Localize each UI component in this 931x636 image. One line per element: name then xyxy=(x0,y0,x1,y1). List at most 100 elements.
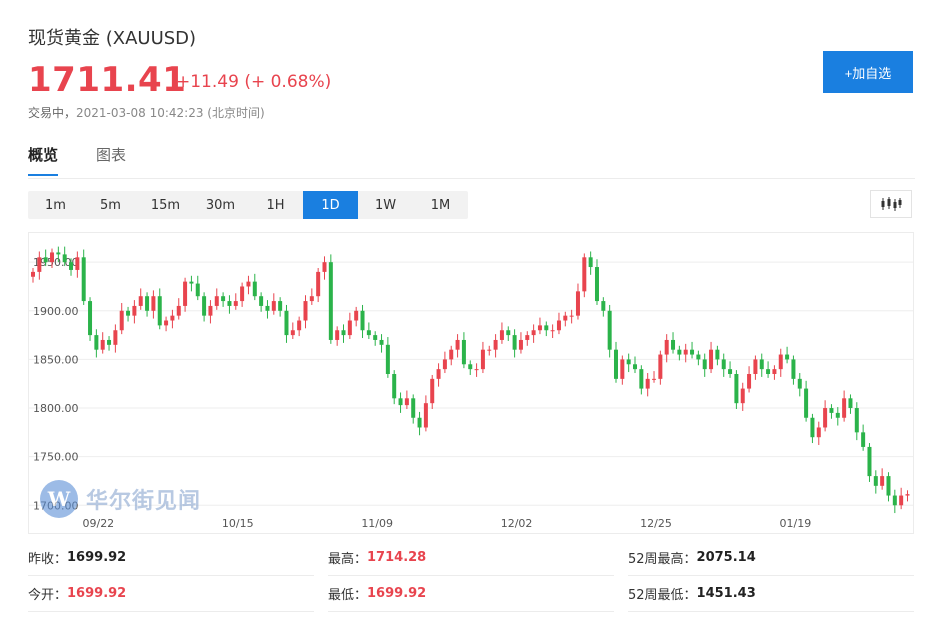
candle-body xyxy=(411,398,416,418)
period-1mo[interactable]: 1M xyxy=(430,197,451,213)
add-to-watchlist-button[interactable]: +加自选 xyxy=(823,51,913,93)
candle-body xyxy=(56,252,61,255)
candle-body xyxy=(221,296,226,302)
candle-body xyxy=(620,359,625,379)
candle-body xyxy=(468,364,473,370)
candle-body xyxy=(202,296,207,316)
candle-body xyxy=(81,257,86,302)
candle-body xyxy=(373,335,378,340)
candle-body xyxy=(816,427,821,438)
candle-body xyxy=(613,349,618,379)
period-15m[interactable]: 15m xyxy=(150,197,181,213)
candle-body xyxy=(423,403,428,428)
candle-body xyxy=(601,301,606,311)
period-1m[interactable]: 1m xyxy=(45,197,66,213)
candle-body xyxy=(664,339,669,355)
tab-bar: 概览 图表 xyxy=(28,144,126,176)
candle-body xyxy=(189,281,194,284)
candle-body xyxy=(759,359,764,370)
candlestick-chart: 1700.001750.001800.001850.001900.001950.… xyxy=(29,246,913,530)
candle-body xyxy=(721,359,726,370)
x-tick-label: 10/15 xyxy=(222,517,254,530)
candle-body xyxy=(88,301,93,336)
candle-body xyxy=(861,432,866,447)
candle-body xyxy=(696,354,701,360)
candle-body xyxy=(170,315,175,321)
x-tick-label: 11/09 xyxy=(361,517,393,530)
period-1h[interactable]: 1H xyxy=(266,197,285,213)
candle-body xyxy=(164,320,169,326)
candle-body xyxy=(119,310,124,331)
candle-body xyxy=(455,339,460,350)
y-tick-label: 1800.00 xyxy=(33,402,79,415)
candle-body xyxy=(842,398,847,418)
candle-body xyxy=(747,374,752,389)
candle-body xyxy=(303,301,308,321)
y-tick-label: 1850.00 xyxy=(33,353,79,366)
candle-body xyxy=(404,398,409,406)
tab-overview[interactable]: 概览 xyxy=(28,144,59,176)
status-label: 交易中， xyxy=(28,106,77,120)
candle-body xyxy=(284,310,289,336)
candle-body xyxy=(880,476,885,486)
stat-open: 今开： 1699.92 xyxy=(28,576,314,612)
current-price: 1711.41 xyxy=(28,60,187,100)
candle-body xyxy=(328,262,333,340)
candle-body xyxy=(823,408,828,428)
candlestick-icon xyxy=(881,197,902,211)
candle-body xyxy=(208,305,213,316)
candle-body xyxy=(556,320,561,331)
period-1w[interactable]: 1W xyxy=(374,197,397,213)
candle-body xyxy=(474,369,479,371)
candle-body xyxy=(829,408,834,413)
candle-body xyxy=(37,257,42,272)
candle-body xyxy=(525,335,530,340)
price-change: +11.49 (+ 0.68%) xyxy=(176,72,332,92)
stats-panel: 昨收： 1699.92 最高： 1714.28 52周最高： 2075.14 今开： 1… xyxy=(28,540,914,612)
candle-body xyxy=(594,267,599,302)
period-1d[interactable]: 1D xyxy=(303,191,358,219)
candle-body xyxy=(442,359,447,370)
candle-body xyxy=(132,305,137,316)
candle-body xyxy=(430,378,435,404)
candle-body xyxy=(271,301,276,311)
x-tick-label: 12/02 xyxy=(501,517,533,530)
candle-body xyxy=(677,349,682,355)
candle-body xyxy=(499,330,504,340)
stat-prev-close: 昨收： 1699.92 xyxy=(28,540,314,576)
candle-body xyxy=(449,349,454,360)
candle-body xyxy=(582,257,587,292)
x-tick-label: 12/25 xyxy=(640,517,672,530)
candle-body xyxy=(607,310,612,350)
tab-chart[interactable]: 图表 xyxy=(96,146,127,164)
candle-body xyxy=(176,305,181,316)
candle-body xyxy=(259,296,264,306)
period-30m[interactable]: 30m xyxy=(205,197,236,213)
candle-body xyxy=(385,344,390,374)
chart-type-button[interactable] xyxy=(870,190,912,218)
x-tick-label: 01/19 xyxy=(780,517,812,530)
candle-body xyxy=(645,378,650,389)
candle-body xyxy=(94,335,99,350)
candle-body xyxy=(740,388,745,404)
y-tick-label: 1900.00 xyxy=(33,305,79,318)
candle-body xyxy=(639,369,644,389)
candle-body xyxy=(892,495,897,506)
candle-body xyxy=(309,296,314,302)
candle-body xyxy=(512,335,517,350)
candle-body xyxy=(569,315,574,317)
candle-body xyxy=(728,369,733,374)
candle-body xyxy=(252,281,257,297)
stat-low: 最低： 1699.92 xyxy=(328,576,614,612)
candle-body xyxy=(652,378,657,380)
candle-body xyxy=(588,257,593,268)
candle-body xyxy=(873,476,878,486)
candle-body xyxy=(75,257,80,270)
candle-body xyxy=(683,349,688,355)
candle-body xyxy=(480,349,485,370)
candle-body xyxy=(772,369,777,374)
period-5m[interactable]: 5m xyxy=(100,197,121,213)
price-chart[interactable]: 1700.001750.001800.001850.001900.001950.… xyxy=(28,232,914,534)
period-selector: 1m 5m 15m 30m 1H 1D 1W 1M xyxy=(28,191,468,219)
candle-body xyxy=(227,301,232,306)
